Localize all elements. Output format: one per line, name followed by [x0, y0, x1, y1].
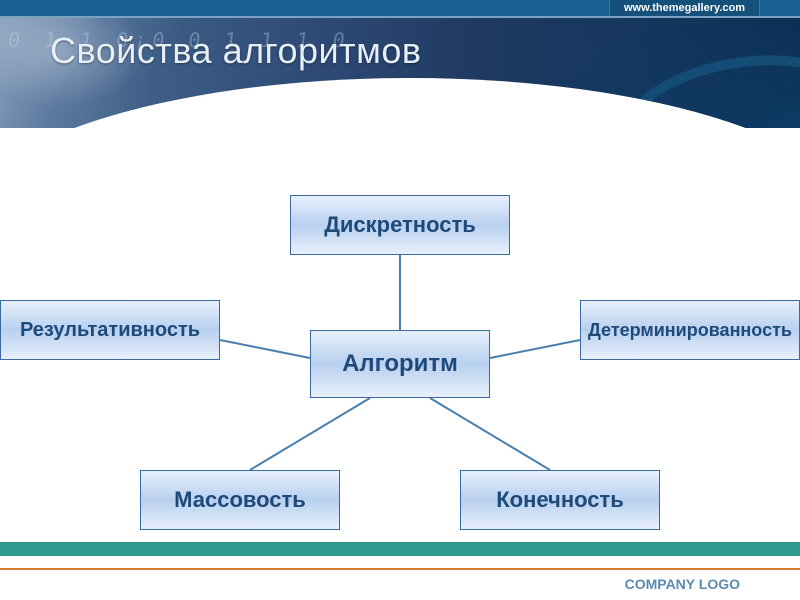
diagram-edge	[250, 398, 370, 470]
bottom-stripe	[0, 542, 800, 556]
node-right: Детерминированность	[580, 300, 800, 360]
footer-logo-text: COMPANY LOGO	[625, 576, 740, 592]
diagram: Алгоритм Дискретность Результативность Дете…	[0, 100, 800, 540]
bottom-bar: COMPANY LOGO	[0, 570, 800, 600]
node-center: Алгоритм	[310, 330, 490, 398]
diagram-edge	[220, 340, 310, 358]
diagram-edge	[490, 340, 580, 358]
slide: { "header": { "title": "Свойства алгорит…	[0, 0, 800, 600]
top-bar: www.themegallery.com	[0, 0, 800, 18]
url-badge: www.themegallery.com	[609, 0, 760, 16]
node-top: Дискретность	[290, 195, 510, 255]
slide-title: Свойства алгоритмов	[50, 30, 422, 72]
node-left: Результативность	[0, 300, 220, 360]
diagram-edge	[430, 398, 550, 470]
node-bleft: Массовость	[140, 470, 340, 530]
node-bright: Конечность	[460, 470, 660, 530]
